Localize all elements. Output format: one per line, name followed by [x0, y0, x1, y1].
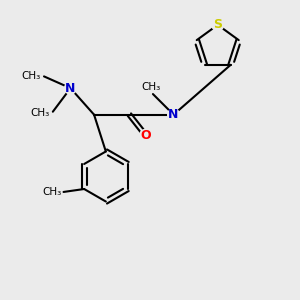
Text: CH₃: CH₃ [31, 108, 50, 118]
Text: CH₃: CH₃ [142, 82, 161, 92]
Text: N: N [65, 82, 76, 95]
Circle shape [212, 19, 224, 31]
Text: CH₃: CH₃ [43, 187, 62, 197]
Text: N: N [168, 108, 179, 121]
Text: CH₃: CH₃ [22, 71, 41, 81]
Text: S: S [213, 18, 222, 32]
Circle shape [64, 82, 76, 94]
Text: O: O [140, 129, 151, 142]
Circle shape [140, 129, 152, 141]
Circle shape [168, 109, 179, 121]
